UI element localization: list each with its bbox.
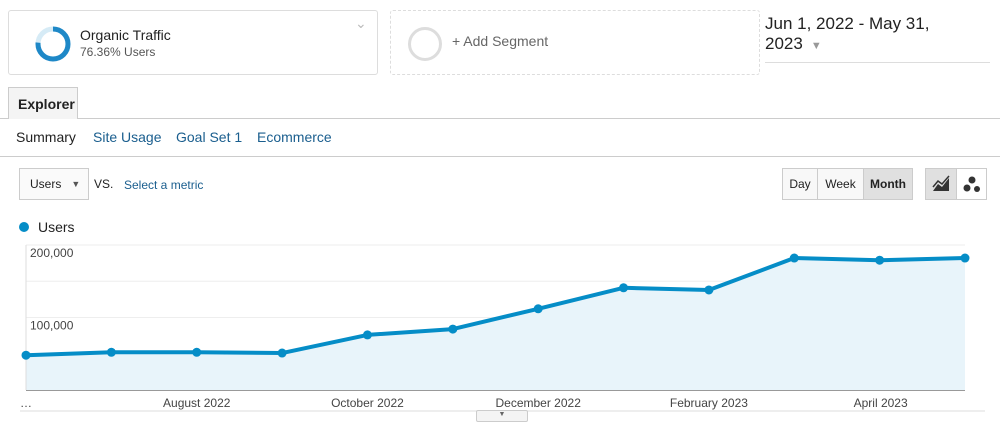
- segment-detail: 76.36% Users: [80, 45, 156, 59]
- legend-users-label[interactable]: Users: [38, 219, 75, 235]
- motion-chart-button[interactable]: [956, 168, 987, 200]
- date-range-label: Jun 1, 2022 - May 31, 2023: [765, 14, 930, 53]
- data-point: [106, 347, 116, 357]
- data-point: [789, 253, 799, 263]
- segment-name: Organic Traffic: [80, 27, 171, 43]
- line-chart-button[interactable]: [925, 168, 957, 200]
- data-point: [277, 348, 287, 358]
- granularity-day-button[interactable]: Day: [782, 168, 818, 200]
- y-tick-label: 100,000: [30, 319, 74, 333]
- chevron-down-icon[interactable]: ⌄: [355, 15, 367, 31]
- add-segment-label: + Add Segment: [452, 33, 549, 49]
- data-point: [619, 283, 629, 293]
- legend-users-swatch: [19, 222, 29, 232]
- vs-label: VS.: [94, 177, 114, 191]
- subtab-goal-set-1[interactable]: Goal Set 1: [176, 129, 243, 145]
- data-point: [21, 350, 31, 360]
- segment-organic-traffic[interactable]: Organic Traffic 76.36% Users ⌄: [8, 10, 378, 75]
- data-point: [960, 253, 970, 263]
- metric-select[interactable]: Users ▼: [19, 168, 89, 200]
- users-chart: 100,000 200,000 … August 2022 October 2022 De…: [20, 244, 985, 412]
- x-tick-label: February 2023: [670, 396, 748, 410]
- x-tick-label: April 2023: [854, 396, 908, 410]
- y-tick-label: 200,000: [30, 246, 74, 260]
- segment-donut-icon: [35, 26, 71, 62]
- data-point: [448, 324, 458, 334]
- subtab-site-usage[interactable]: Site Usage: [93, 129, 162, 145]
- data-point: [362, 330, 372, 340]
- add-segment-button[interactable]: + Add Segment: [390, 10, 760, 75]
- caret-down-icon: ▼: [71, 179, 81, 189]
- data-point: [533, 304, 543, 314]
- select-metric-link[interactable]: Select a metric: [124, 178, 204, 192]
- series-line-users: [25, 256, 966, 358]
- chart-collapse-handle[interactable]: ▼: [476, 410, 528, 422]
- x-tick-label: October 2022: [331, 396, 404, 410]
- x-tick-label: …: [20, 396, 32, 410]
- subtab-ecommerce[interactable]: Ecommerce: [257, 129, 332, 145]
- data-point: [875, 255, 885, 265]
- line-chart-icon: [932, 175, 950, 191]
- granularity-month-button[interactable]: Month: [863, 168, 913, 200]
- metric-select-value: Users: [30, 177, 62, 191]
- data-point: [704, 285, 714, 295]
- subtab-summary[interactable]: Summary: [16, 129, 76, 145]
- caret-down-icon: ▼: [810, 40, 822, 52]
- data-point: [192, 347, 202, 357]
- area-fill: [26, 258, 965, 390]
- motion-chart-icon: [963, 176, 980, 192]
- date-range-picker[interactable]: Jun 1, 2022 - May 31, 2023 ▼: [765, 14, 990, 63]
- granularity-week-button[interactable]: Week: [817, 168, 864, 200]
- x-tick-label: December 2022: [495, 396, 581, 410]
- tab-explorer[interactable]: Explorer: [8, 87, 78, 119]
- x-tick-label: August 2022: [163, 396, 231, 410]
- empty-segment-icon: [408, 27, 442, 61]
